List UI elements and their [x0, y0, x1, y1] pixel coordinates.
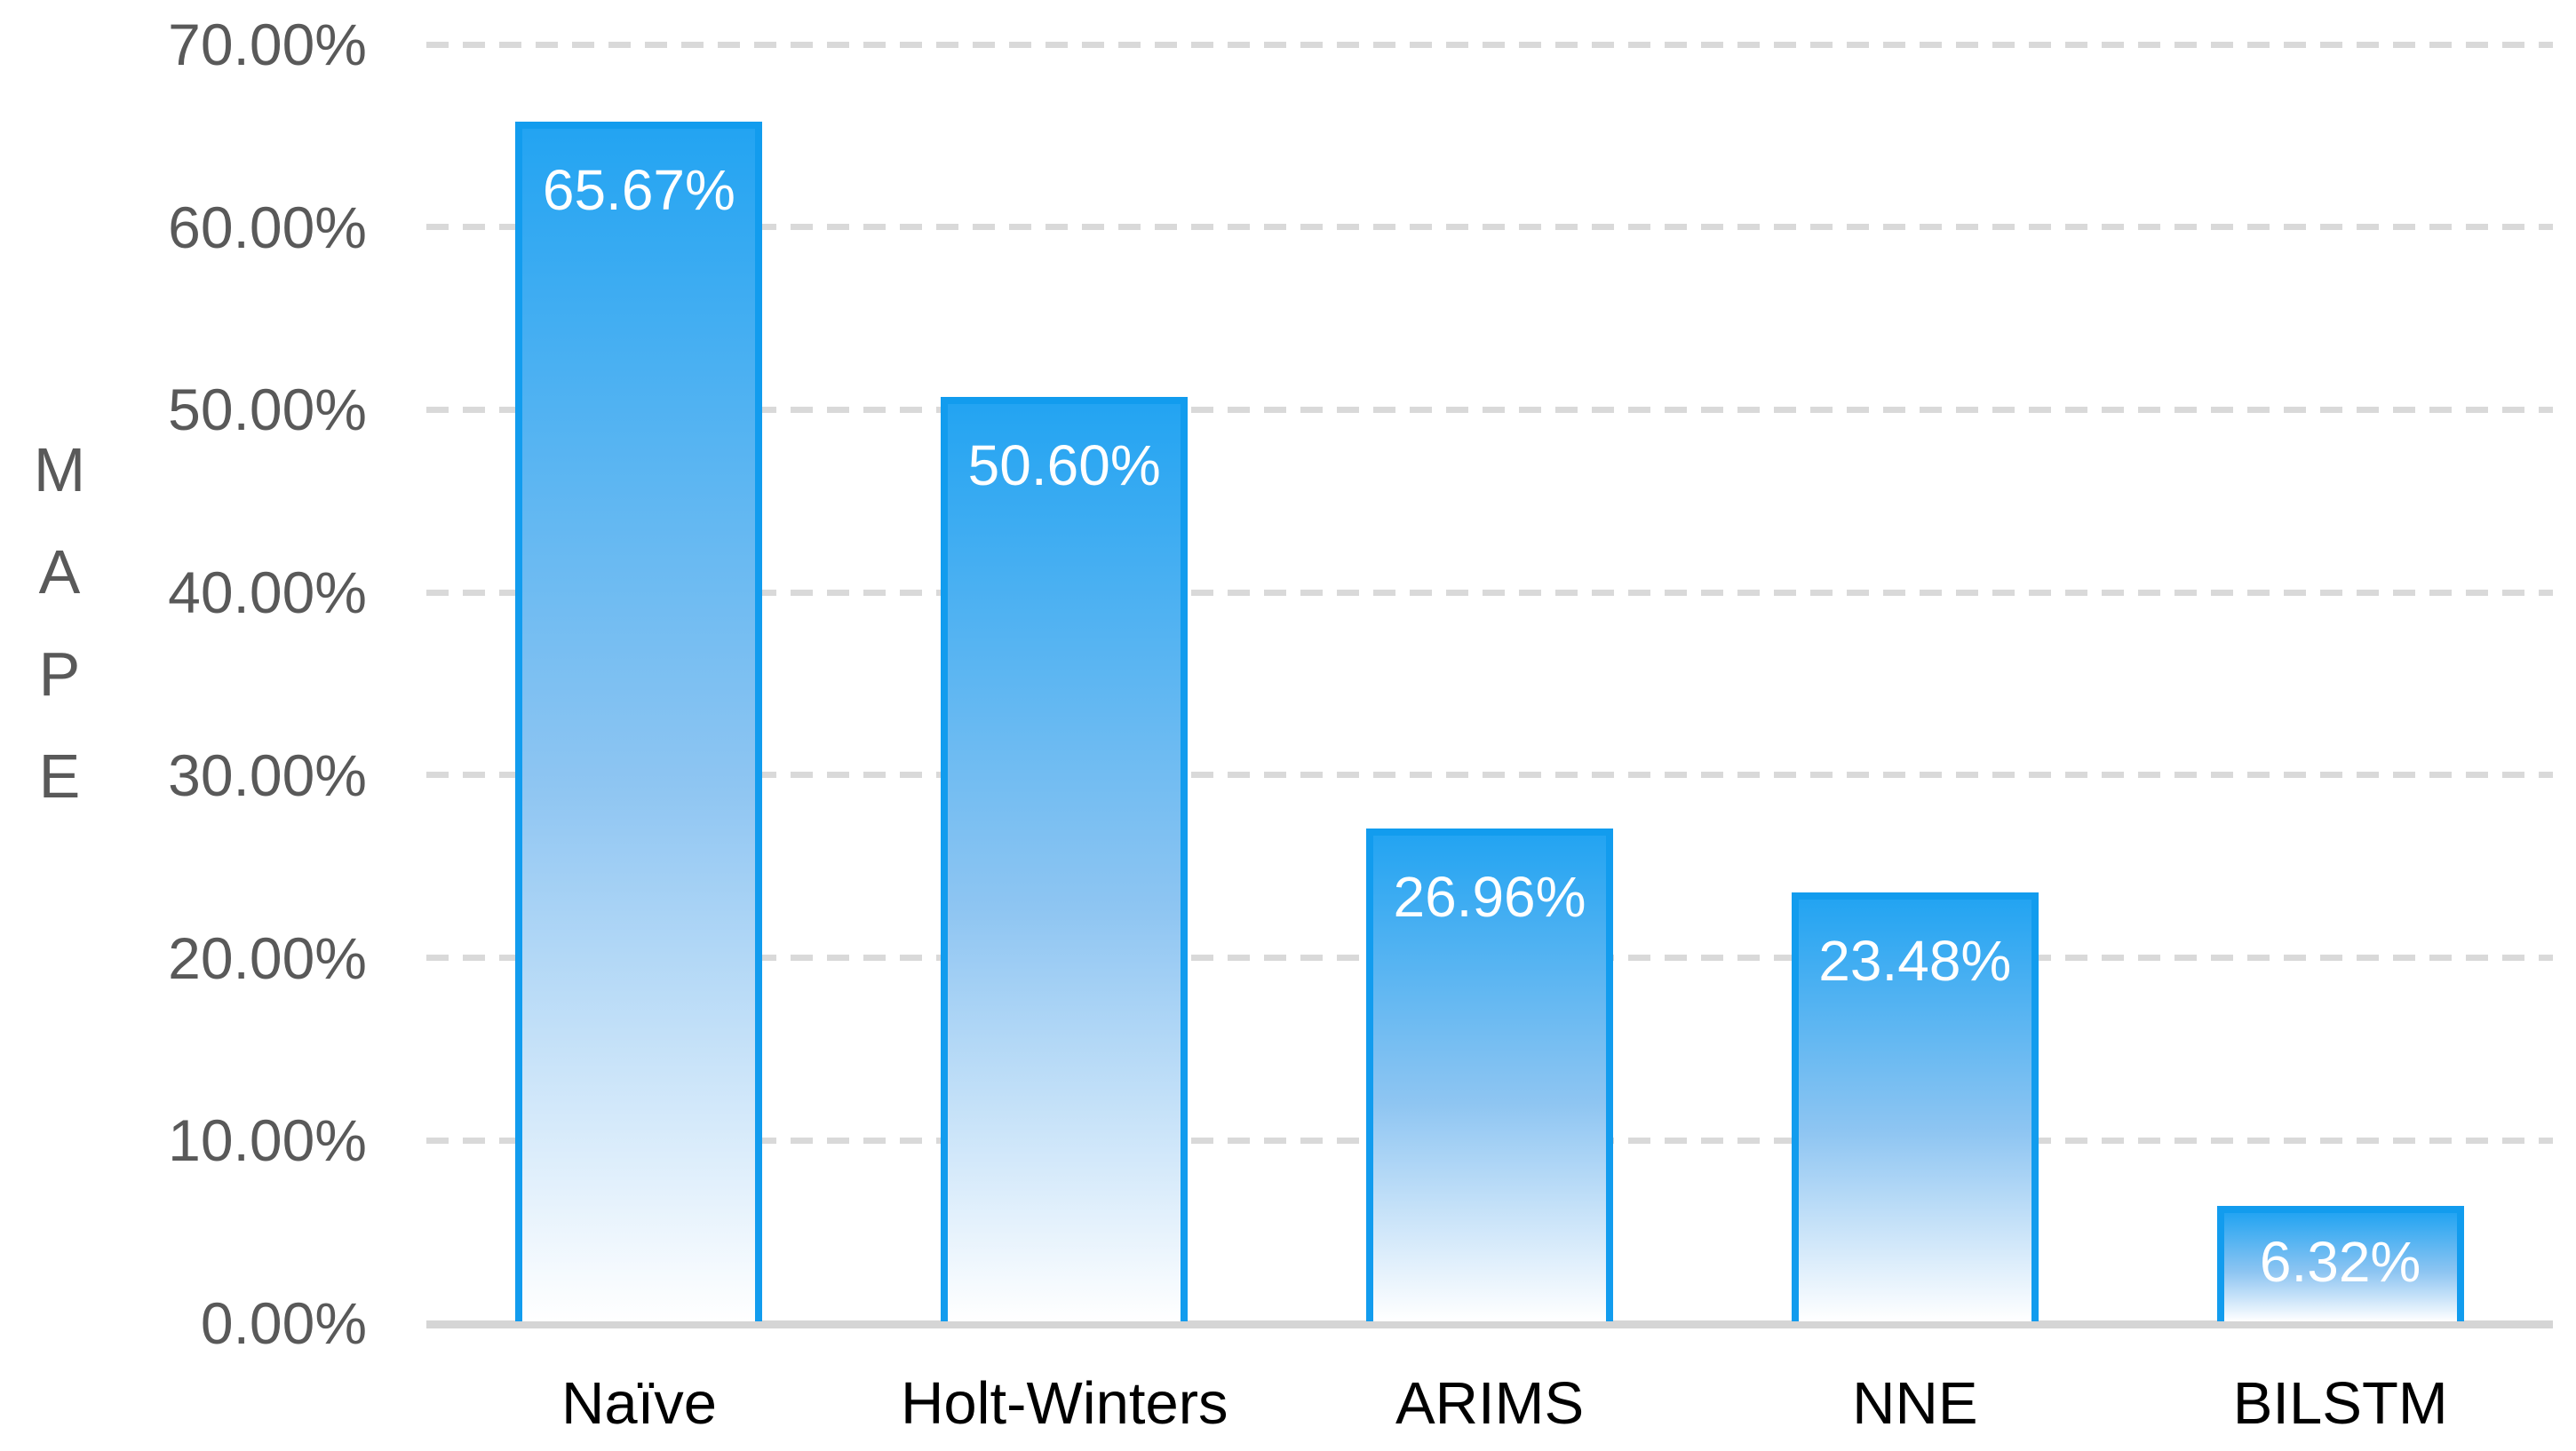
bar-holt-winters: 50.60%	[941, 397, 1189, 1321]
bar-value-label: 26.96%	[1393, 865, 1586, 930]
gridline	[426, 589, 2553, 596]
y-tick-label: 60.00%	[168, 194, 367, 260]
y-tick-label: 20.00%	[168, 924, 367, 991]
y-tick-label: 0.00%	[200, 1290, 367, 1356]
y-tick-label: 50.00%	[168, 377, 367, 443]
bar-value-label: 23.48%	[1818, 929, 2012, 993]
gridline	[426, 406, 2553, 413]
x-category-label-nne: NNE	[1852, 1370, 1978, 1437]
y-tick-label: 10.00%	[168, 1107, 367, 1174]
y-axis-title-letter: M	[33, 435, 86, 504]
bar-bilstm: 6.32%	[2216, 1206, 2464, 1321]
plot-area: 65.67% Naïve 50.60% Holt-Winters 26.96% ARIMS…	[426, 0, 2553, 1451]
gridline	[426, 772, 2553, 779]
x-axis-line	[426, 1320, 2553, 1328]
y-tick-label: 30.00%	[168, 741, 367, 808]
y-axis-title-letter: P	[38, 639, 81, 709]
x-category-label-holt-winters: Holt-Winters	[901, 1370, 1228, 1437]
y-tick-label: 70.00%	[168, 12, 367, 77]
gridline	[426, 41, 2553, 48]
y-tick-label: 40.00%	[168, 559, 367, 626]
x-category-label-na-ve: Naïve	[561, 1370, 718, 1437]
bar-nne: 23.48%	[1791, 892, 2039, 1321]
x-category-label-arims: ARIMS	[1395, 1370, 1585, 1437]
x-category-label-bilstm: BILSTM	[2232, 1370, 2448, 1437]
bar-value-label: 65.67%	[542, 158, 735, 223]
bar-na-ve: 65.67%	[515, 122, 763, 1321]
gridline	[426, 224, 2553, 231]
bar-arims: 26.96%	[1366, 829, 1613, 1321]
bar-value-label: 50.60%	[967, 433, 1161, 498]
bar-value-label: 6.32%	[2259, 1230, 2421, 1294]
y-axis-title-letter: A	[38, 537, 81, 607]
y-axis-title-letter: E	[38, 741, 81, 811]
